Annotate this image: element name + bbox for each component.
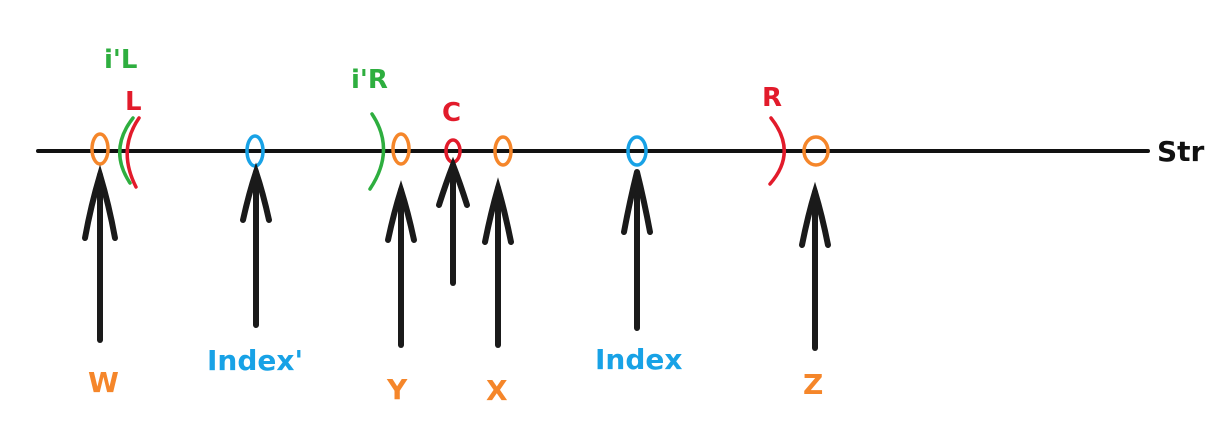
arrow-y — [385, 180, 417, 348]
label-index: Index — [595, 343, 682, 376]
bracket-l — [125, 116, 141, 189]
marker-x — [493, 135, 513, 167]
label-z: Z — [803, 368, 823, 401]
marker-z — [802, 135, 830, 167]
bracket-r — [768, 116, 786, 186]
arrow-index — [621, 169, 653, 331]
label-i-prime-r: i'R — [351, 65, 388, 95]
arrow-x — [482, 177, 514, 348]
arrow-index-prime — [240, 162, 272, 328]
marker-index — [626, 135, 648, 167]
bracket-i-prime-r — [368, 112, 386, 191]
label-l: L — [125, 87, 142, 117]
bracket-i-prime-l — [117, 116, 135, 185]
axis-label: Str — [1157, 135, 1205, 168]
label-r: R — [762, 83, 782, 113]
arrow-w — [82, 164, 118, 343]
label-w: W — [88, 366, 119, 399]
arrow-z — [799, 181, 831, 351]
label-index-prime: Index' — [207, 344, 303, 377]
label-x: X — [486, 374, 508, 407]
marker-y — [391, 132, 411, 166]
label-c: C — [442, 98, 461, 128]
label-i-prime-l: i'L — [104, 45, 137, 75]
marker-w — [90, 132, 110, 166]
label-y: Y — [386, 373, 408, 406]
arrow-c — [436, 156, 470, 286]
